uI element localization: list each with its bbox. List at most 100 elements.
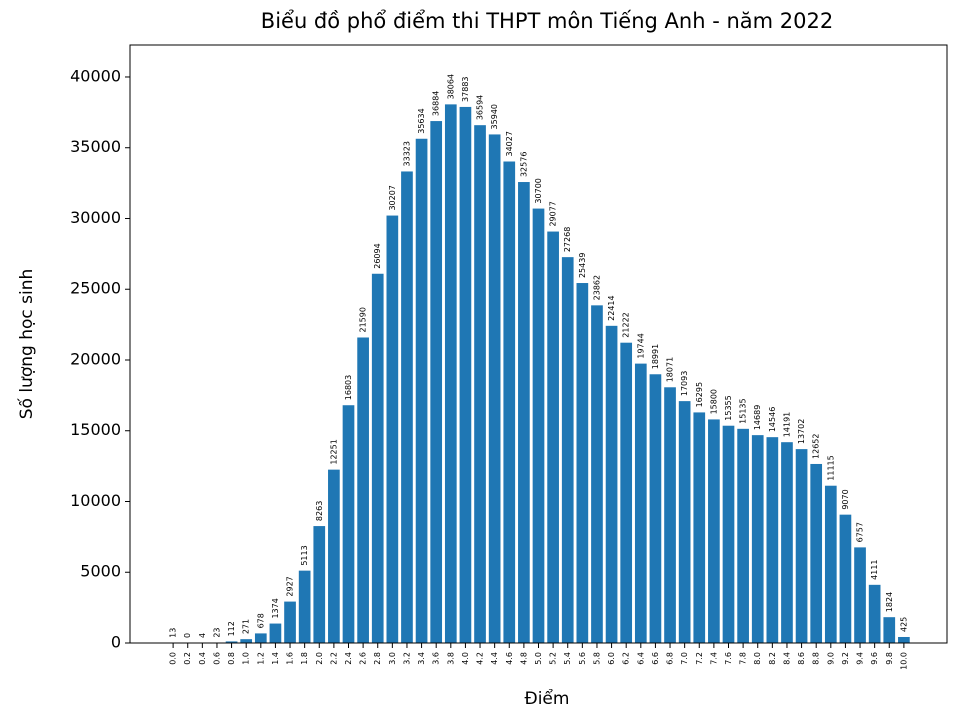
value-label: 8263 bbox=[315, 501, 324, 521]
bar bbox=[781, 442, 793, 643]
x-tick-label: 0.4 bbox=[198, 652, 207, 665]
x-tick-label: 0.8 bbox=[227, 652, 236, 665]
bar bbox=[430, 121, 443, 644]
value-label: 34027 bbox=[505, 131, 514, 156]
y-tick-label: 40000 bbox=[70, 66, 121, 85]
x-tick-label: 6.4 bbox=[636, 652, 645, 665]
x-tick-label: 7.8 bbox=[739, 652, 748, 665]
bar bbox=[678, 401, 691, 643]
value-label: 23 bbox=[212, 627, 221, 637]
value-label: 15135 bbox=[739, 398, 748, 423]
x-tick-label: 2.8 bbox=[373, 652, 382, 665]
value-label: 678 bbox=[256, 613, 265, 628]
bar bbox=[518, 182, 530, 643]
y-tick-label: 20000 bbox=[70, 349, 121, 368]
value-label: 38064 bbox=[446, 74, 455, 99]
bar bbox=[766, 437, 779, 643]
bar bbox=[708, 419, 720, 643]
bar bbox=[751, 435, 764, 643]
bar bbox=[737, 428, 749, 643]
value-label: 18071 bbox=[666, 357, 675, 382]
x-tick-label: 7.0 bbox=[680, 652, 689, 665]
bar bbox=[722, 425, 735, 643]
x-tick-label: 4.2 bbox=[476, 652, 485, 665]
value-label: 36884 bbox=[432, 91, 441, 116]
x-tick-label: 1.8 bbox=[300, 652, 309, 665]
value-label: 9070 bbox=[841, 489, 850, 509]
x-tick-label: 5.2 bbox=[549, 652, 558, 665]
bar bbox=[547, 231, 559, 643]
bar bbox=[415, 138, 428, 643]
bar bbox=[313, 526, 326, 643]
x-tick-label: 8.0 bbox=[753, 652, 762, 665]
y-axis-label: Số lượng học sinh bbox=[16, 269, 37, 420]
x-tick-label: 5.8 bbox=[592, 652, 601, 665]
value-label: 11115 bbox=[826, 455, 835, 480]
x-tick-label: 9.8 bbox=[885, 652, 894, 665]
value-label: 35634 bbox=[417, 108, 426, 133]
value-label: 5113 bbox=[300, 545, 309, 565]
x-tick-label: 9.4 bbox=[856, 652, 865, 665]
value-label: 32576 bbox=[519, 152, 528, 177]
x-tick-label: 4.4 bbox=[490, 652, 499, 665]
chart-title: Biểu đồ phổ điểm thi THPT môn Tiếng Anh … bbox=[261, 9, 833, 33]
value-label: 15800 bbox=[709, 389, 718, 414]
bar bbox=[371, 273, 384, 643]
value-label: 6757 bbox=[856, 522, 865, 542]
x-tick-label: 4.6 bbox=[505, 652, 514, 665]
value-label: 36594 bbox=[476, 95, 485, 120]
plot-frame bbox=[129, 44, 948, 644]
value-label: 21222 bbox=[622, 312, 631, 337]
x-tick-label: 8.6 bbox=[797, 652, 806, 665]
x-tick-label: 4.8 bbox=[519, 652, 528, 665]
value-label: 26094 bbox=[373, 243, 382, 268]
value-label: 12251 bbox=[329, 439, 338, 464]
bar bbox=[474, 125, 486, 644]
value-label: 23862 bbox=[592, 275, 601, 300]
value-label: 14689 bbox=[753, 405, 762, 430]
value-label: 27268 bbox=[563, 227, 572, 252]
bar bbox=[810, 463, 823, 643]
value-label: 271 bbox=[242, 619, 251, 634]
x-tick-label: 8.2 bbox=[768, 652, 777, 665]
value-label: 25439 bbox=[578, 253, 587, 278]
value-label: 1374 bbox=[271, 598, 280, 618]
x-tick-label: 7.6 bbox=[724, 652, 733, 665]
value-label: 425 bbox=[899, 617, 908, 632]
value-label: 35940 bbox=[490, 104, 499, 129]
value-label: 22414 bbox=[607, 295, 616, 320]
value-label: 0 bbox=[183, 633, 192, 638]
bar bbox=[634, 363, 647, 643]
bar bbox=[839, 514, 852, 643]
value-label: 30207 bbox=[388, 185, 397, 210]
bar bbox=[591, 305, 603, 643]
x-tick-label: 9.2 bbox=[841, 652, 850, 665]
y-tick-label: 5000 bbox=[80, 562, 121, 581]
bar bbox=[883, 617, 896, 643]
bar bbox=[269, 623, 282, 643]
value-label: 4 bbox=[198, 633, 207, 638]
value-label: 33323 bbox=[402, 141, 411, 166]
bar bbox=[532, 208, 545, 643]
x-tick-label: 3.8 bbox=[446, 652, 455, 665]
value-label: 112 bbox=[227, 621, 236, 636]
bar bbox=[284, 601, 296, 643]
value-label: 16295 bbox=[695, 382, 704, 407]
x-tick-label: 9.6 bbox=[870, 652, 879, 665]
x-tick-label: 1.6 bbox=[286, 652, 295, 665]
bar bbox=[795, 449, 808, 643]
x-tick-label: 6.6 bbox=[651, 652, 660, 665]
y-tick-label: 15000 bbox=[70, 420, 121, 439]
bar bbox=[342, 405, 355, 643]
x-tick-label: 10.0 bbox=[899, 652, 908, 670]
bar bbox=[605, 325, 618, 643]
x-tick-label: 3.6 bbox=[432, 652, 441, 665]
x-tick-label: 1.0 bbox=[242, 652, 251, 665]
x-tick-label: 0.2 bbox=[183, 652, 192, 665]
bar bbox=[401, 171, 413, 643]
bar bbox=[240, 639, 253, 643]
bar bbox=[225, 641, 238, 643]
x-tick-label: 3.0 bbox=[388, 652, 397, 665]
bar bbox=[503, 161, 516, 643]
